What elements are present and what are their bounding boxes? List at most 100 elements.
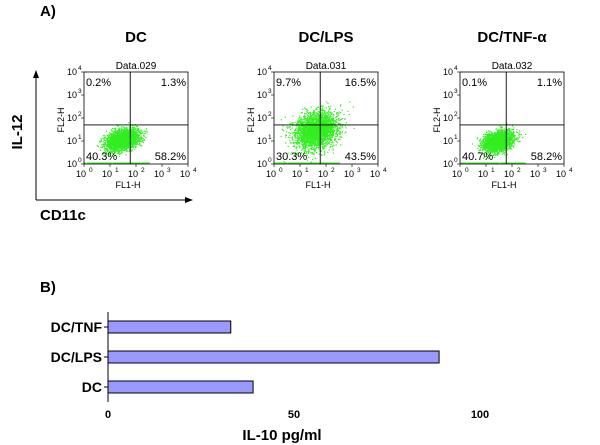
event-dot: [104, 147, 106, 149]
event-dot: [136, 134, 138, 137]
event-dot: [306, 136, 308, 138]
event-dot: [124, 162, 127, 164]
event-dot: [121, 133, 123, 135]
event-dot: [118, 149, 120, 151]
event-dot: [137, 129, 139, 131]
event-dot: [320, 143, 323, 145]
event-dot: [309, 145, 311, 147]
event-dot: [307, 134, 309, 136]
event-dot: [336, 113, 338, 115]
event-dot: [133, 147, 135, 149]
event-dot: [110, 129, 112, 131]
event-dot: [328, 118, 330, 121]
event-dot: [318, 153, 320, 155]
event-dot: [332, 144, 334, 146]
event-dot: [315, 128, 317, 130]
event-dot: [128, 136, 130, 138]
event-dot: [330, 127, 332, 129]
event-dot: [125, 144, 127, 146]
event-dot: [122, 143, 124, 145]
event-dot: [311, 126, 314, 128]
event-dot: [126, 133, 128, 135]
event-dot: [135, 134, 137, 137]
event-dot: [126, 130, 128, 132]
event-dot: [338, 129, 340, 131]
event-dot: [126, 144, 128, 147]
event-dot: [123, 131, 125, 133]
event-dot: [115, 130, 117, 132]
event-dot: [314, 142, 316, 144]
event-dot: [297, 122, 299, 124]
event-dot: [118, 139, 120, 141]
event-dot: [114, 138, 116, 140]
event-dot: [314, 144, 316, 146]
event-dot: [292, 141, 294, 143]
event-dot: [132, 146, 134, 148]
event-dot: [301, 124, 303, 127]
event-dot: [128, 131, 130, 133]
event-dot: [333, 139, 336, 141]
x-tick-label: 10: [180, 169, 190, 179]
event-dot: [123, 148, 126, 150]
event-dot: [130, 149, 132, 151]
event-dot: [330, 134, 332, 136]
event-dot: [104, 136, 107, 138]
event-dot: [320, 106, 322, 108]
event-dot: [115, 139, 117, 141]
event-dot: [111, 130, 113, 132]
event-dot: [110, 132, 112, 135]
event-dot: [316, 144, 318, 146]
event-dot: [143, 136, 145, 138]
event-dot: [124, 139, 126, 141]
event-dot: [341, 136, 343, 138]
event-dot: [340, 112, 342, 114]
event-dot: [326, 139, 328, 141]
event-dot: [326, 116, 328, 118]
event-dot: [298, 138, 300, 140]
event-dot: [134, 136, 136, 138]
x-arrow-label: CD11c: [40, 207, 86, 224]
event-dot: [327, 102, 329, 104]
x-tick-exponent: 2: [141, 167, 145, 174]
quadrant-upper-left-pct: 0.2%: [86, 77, 111, 89]
event-dot: [138, 162, 140, 164]
event-dot: [140, 135, 142, 137]
event-dot: [313, 111, 315, 113]
event-dot: [293, 155, 296, 157]
event-dot: [127, 138, 129, 140]
event-dot: [317, 123, 319, 125]
event-dot: [134, 132, 136, 134]
event-dot: [318, 145, 320, 148]
event-dot: [131, 142, 133, 144]
event-dot: [330, 124, 332, 126]
event-dot: [316, 123, 318, 125]
event-dot: [288, 132, 290, 134]
event-dot: [307, 142, 309, 144]
event-dot: [132, 129, 135, 131]
event-dot: [324, 153, 326, 155]
event-dot: [322, 115, 324, 117]
event-dot: [104, 135, 106, 137]
event-dot: [303, 143, 305, 146]
event-dot: [125, 136, 128, 138]
event-dot: [132, 130, 134, 132]
event-dot: [93, 162, 96, 164]
event-dot: [302, 118, 305, 120]
event-dot: [291, 122, 293, 124]
event-dot: [299, 127, 301, 129]
event-dot: [307, 112, 309, 114]
event-dot: [317, 139, 319, 141]
event-dot: [298, 130, 300, 132]
event-dot: [331, 113, 333, 115]
event-dot: [135, 146, 137, 148]
event-dot: [121, 141, 123, 143]
event-dot: [321, 122, 323, 124]
event-dot: [109, 150, 112, 153]
event-dot: [318, 147, 320, 149]
event-dot: [334, 123, 336, 125]
y-tick-label: 10: [67, 67, 77, 77]
event-dot: [300, 130, 303, 132]
event-dot: [109, 145, 111, 147]
event-dot: [302, 145, 304, 148]
event-dot: [323, 134, 325, 136]
